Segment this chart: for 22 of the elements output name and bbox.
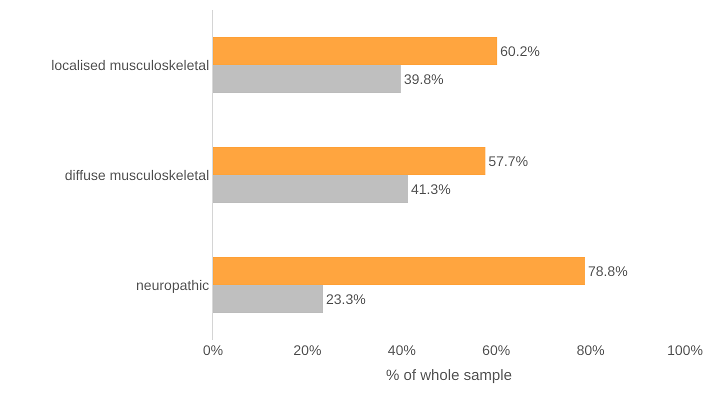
y-tick-label: localised musculoskeletal <box>51 56 210 73</box>
bar <box>213 285 323 314</box>
x-tick-label: 40% <box>388 342 416 358</box>
x-tick-label: 20% <box>293 342 322 358</box>
y-tick-label: neuropathic <box>136 276 210 293</box>
x-tick-label: 0% <box>202 342 224 358</box>
x-tick-label: 80% <box>576 342 605 358</box>
data-label: 41.3% <box>410 181 451 198</box>
data-label: 39.8% <box>404 71 444 88</box>
data-label: 57.7% <box>488 152 528 169</box>
x-tick-label: 100% <box>667 342 703 358</box>
data-label: 23.3% <box>326 291 366 308</box>
data-label: 60.2% <box>500 42 540 59</box>
bar <box>213 256 585 285</box>
bar <box>213 175 408 204</box>
data-label: 78.8% <box>588 262 628 279</box>
bar <box>213 65 401 94</box>
x-tick-label: 60% <box>482 342 510 358</box>
bar <box>213 146 486 175</box>
y-tick-label: diffuse musculoskeletal <box>64 166 210 183</box>
bar <box>213 36 498 65</box>
x-axis-title: % of whole sample <box>386 367 512 384</box>
